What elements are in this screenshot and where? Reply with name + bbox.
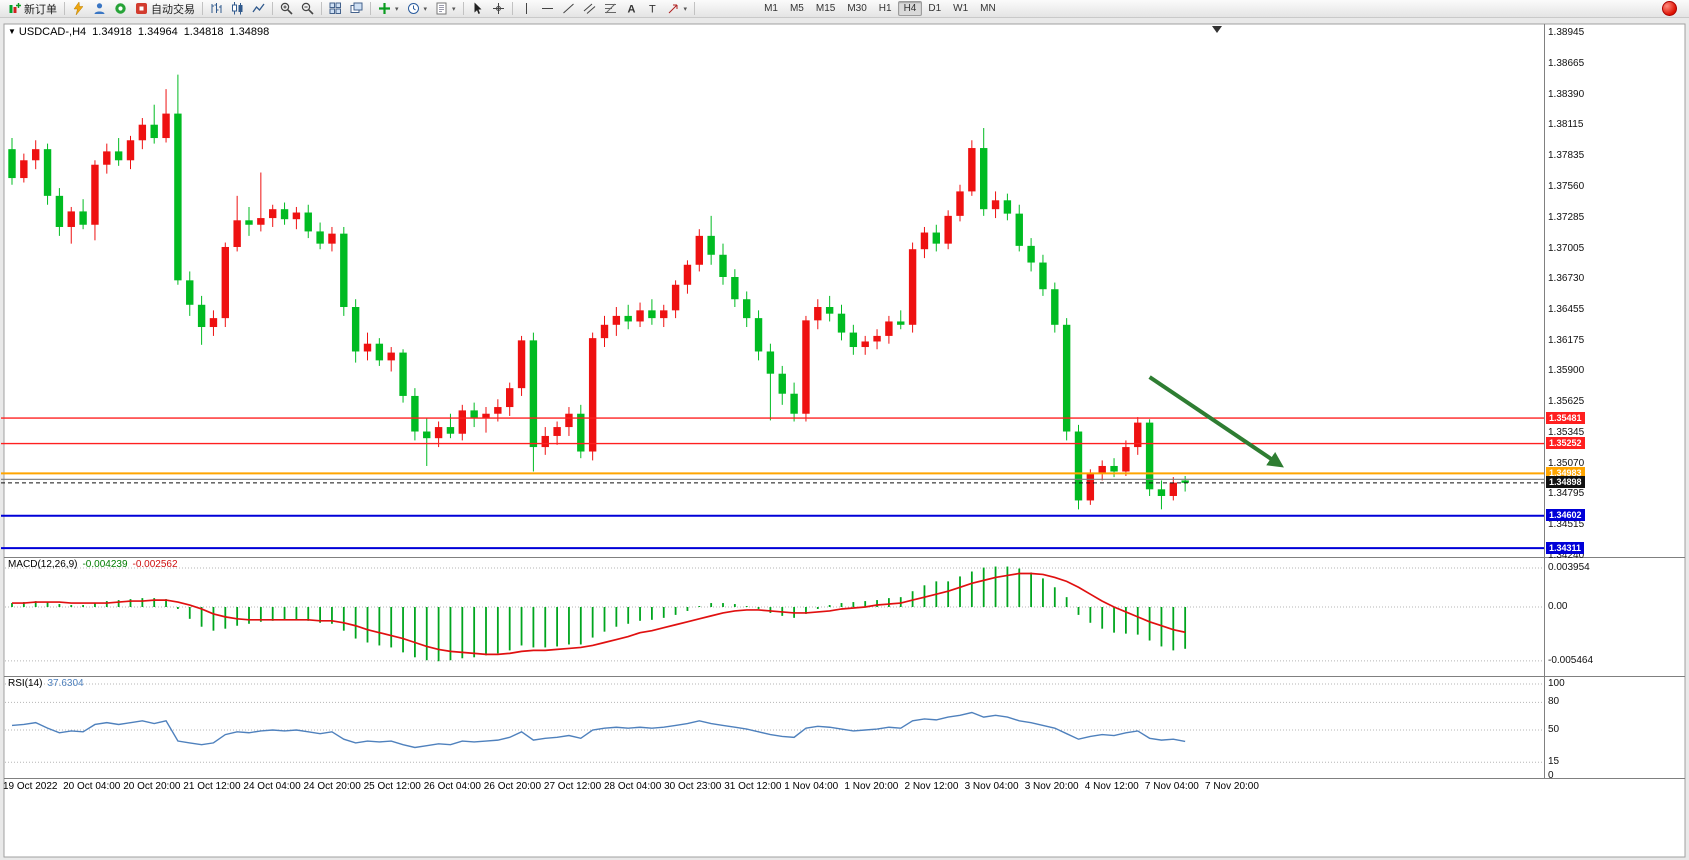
bar-chart-icon <box>211 3 222 13</box>
horizontal-line-icon <box>541 8 553 9</box>
templates-button[interactable]: ▾ <box>431 1 460 17</box>
toolbar-separator <box>370 2 371 15</box>
timeframe-button-D1[interactable]: D1 <box>928 3 942 14</box>
timeframe-button-M5[interactable]: M5 <box>789 3 804 14</box>
crosshair-button[interactable] <box>488 1 509 17</box>
bar-chart-button[interactable] <box>206 1 227 17</box>
autotrading-button[interactable]: 自动交易 <box>131 1 199 17</box>
zoom-out-icon <box>301 2 314 15</box>
chevron-down-icon: ▾ <box>452 5 456 13</box>
trendline-button[interactable] <box>558 1 579 17</box>
horizontal-line-button[interactable] <box>537 1 558 17</box>
tile-windows-button[interactable] <box>325 1 346 17</box>
timeframe-button-M30[interactable]: M30 <box>847 3 867 14</box>
vertical-line-button[interactable] <box>516 1 537 17</box>
rsi-line <box>11 711 1186 749</box>
zoom-out-button[interactable] <box>297 1 318 17</box>
cascade-windows-icon <box>350 2 363 13</box>
macd-histogram <box>11 566 1187 662</box>
template-icon <box>436 2 447 15</box>
lightning-icon <box>73 2 84 15</box>
cascade-windows-button[interactable] <box>346 1 367 17</box>
timeframe-button-M15[interactable]: M15 <box>815 3 836 14</box>
zoom-in-icon <box>280 2 293 15</box>
cursor-button[interactable] <box>467 1 488 17</box>
autotrading-label: 自动交易 <box>151 3 195 16</box>
macd-signal-line <box>12 572 1186 656</box>
notification-badge-icon[interactable] <box>1662 1 1677 16</box>
label-tool-button[interactable]: T <box>642 1 663 17</box>
fibonacci-icon <box>604 3 616 14</box>
alerts-button[interactable] <box>110 1 131 17</box>
line-chart-button[interactable] <box>248 1 269 17</box>
chevron-down-icon: ▾ <box>395 5 399 13</box>
user-icon <box>94 3 105 14</box>
community-button[interactable] <box>89 1 110 17</box>
toolbar-separator <box>511 2 513 15</box>
text-icon: A <box>627 4 635 16</box>
candle-chart-button[interactable] <box>227 1 248 17</box>
audio-icon <box>115 3 126 14</box>
timeframe-button-H1[interactable]: H1 <box>878 3 892 14</box>
chart-window-frame <box>3 23 1686 858</box>
label-icon: T <box>649 4 656 16</box>
arrow-tools-button[interactable]: ▾ <box>663 1 692 17</box>
chevron-down-icon: ▾ <box>423 5 428 13</box>
text-tool-button[interactable]: A <box>621 1 642 17</box>
toolbar-separator <box>202 2 203 15</box>
zoom-in-button[interactable] <box>276 1 297 17</box>
clock-icon <box>407 3 419 14</box>
toolbar-separator <box>462 2 464 15</box>
timeframe-button-M1[interactable]: M1 <box>764 3 778 14</box>
autotrading-icon <box>136 3 147 14</box>
vertical-line-icon <box>525 3 527 14</box>
candle-chart-icon <box>232 2 243 15</box>
chart-shift-marker[interactable] <box>1212 26 1222 33</box>
toolbar-separator <box>64 2 65 15</box>
timeframe-button-W1[interactable]: W1 <box>953 3 969 14</box>
indicators-button[interactable]: ▾ <box>374 1 403 17</box>
trendline-icon <box>562 3 574 14</box>
new-order-label: 新订单 <box>24 3 57 16</box>
line-chart-icon <box>252 3 265 13</box>
toolbar-separator <box>321 2 322 15</box>
chevron-down-icon: ▾ <box>683 5 688 13</box>
timeframes-toolbar: M1 M5 M15 M30 H1 H4 D1 W1 MN <box>758 1 1002 16</box>
fibonacci-button[interactable] <box>600 1 621 17</box>
main-toolbar: 新订单 自动交易 <box>0 0 1689 18</box>
trend-arrow[interactable] <box>1148 375 1284 468</box>
crosshair-icon <box>492 3 504 14</box>
candlestick-series <box>8 74 1189 510</box>
svg-text:A: A <box>627 4 635 16</box>
toolbar-separator <box>694 2 696 15</box>
tile-windows-icon <box>329 2 341 14</box>
metaeditor-button[interactable] <box>68 1 89 17</box>
channel-icon <box>583 3 595 14</box>
arrow-tools-icon <box>668 4 678 14</box>
cursor-icon <box>474 2 482 14</box>
svg-text:T: T <box>649 4 656 16</box>
timeframe-button-MN[interactable]: MN <box>980 3 996 14</box>
channel-button[interactable] <box>579 1 600 17</box>
new-order-button[interactable]: 新订单 <box>4 1 61 17</box>
new-order-icon <box>9 3 21 13</box>
periods-button[interactable]: ▾ <box>403 1 432 17</box>
timeframe-button-H4[interactable]: H4 <box>897 1 923 16</box>
toolbar-separator <box>272 2 273 15</box>
indicators-icon <box>379 3 390 14</box>
